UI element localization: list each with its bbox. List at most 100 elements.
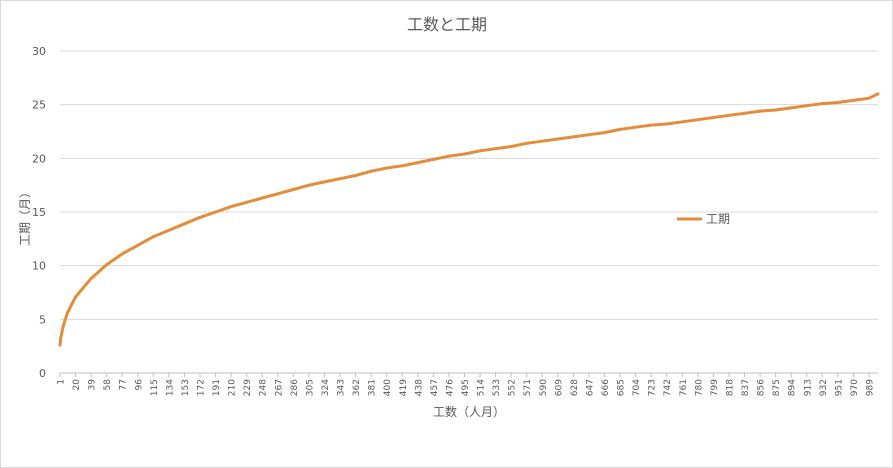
data-point <box>214 210 218 214</box>
x-tick-label: 932 <box>819 379 829 396</box>
x-tick-label: 571 <box>523 379 533 396</box>
data-point <box>369 169 373 173</box>
y-tick-label: 10 <box>32 260 46 273</box>
data-point <box>571 135 575 139</box>
legend-label: 工期 <box>706 212 730 226</box>
x-tick-label: 799 <box>710 379 720 396</box>
x-tick-label: 381 <box>368 379 378 396</box>
data-point <box>696 118 700 122</box>
y-tick-label: 5 <box>39 313 46 326</box>
series-line <box>58 92 880 347</box>
x-axis-label: 工数（人月） <box>433 404 505 419</box>
x-tick-label: 248 <box>259 379 269 396</box>
data-point <box>198 215 202 219</box>
x-tick-label: 685 <box>617 379 627 396</box>
data-point <box>431 157 435 161</box>
data-point <box>805 104 809 108</box>
data-point <box>711 116 715 120</box>
data-point <box>758 109 762 113</box>
x-tick-label: 39 <box>88 379 98 391</box>
data-point <box>727 113 731 117</box>
x-tick-label: 210 <box>228 379 238 396</box>
data-point <box>354 174 358 178</box>
y-axis-ticks: 0 5 10 15 20 25 30 <box>32 45 46 380</box>
data-point <box>649 123 653 127</box>
y-tick-label: 30 <box>32 45 46 58</box>
data-point <box>774 108 778 112</box>
x-tick-label: 20 <box>72 379 82 391</box>
data-point <box>58 343 62 347</box>
y-axis-label: 工期（月） <box>18 186 32 246</box>
x-tick-label: 324 <box>321 379 331 396</box>
data-point <box>494 147 498 151</box>
x-axis-ticks: 1 20 39 58 77 96 115 134 153 172 191 210 229 248 267 28… <box>57 373 875 396</box>
x-tick-label: 172 <box>197 379 207 396</box>
data-point <box>603 131 607 135</box>
data-point <box>338 177 342 181</box>
chart-title: 工数と工期 <box>407 15 487 34</box>
data-point <box>151 235 155 239</box>
y-tick-label: 0 <box>39 367 46 380</box>
x-tick-label: 96 <box>134 379 144 391</box>
x-tick-label: 552 <box>508 379 518 396</box>
x-tick-label: 267 <box>274 379 284 396</box>
data-point <box>587 133 591 137</box>
data-point <box>400 164 404 168</box>
data-point <box>322 180 326 184</box>
data-point <box>525 141 529 145</box>
x-tick-label: 191 <box>212 379 222 396</box>
y-tick-label: 25 <box>32 99 46 112</box>
x-tick-label: 609 <box>554 379 564 396</box>
data-point <box>634 125 638 129</box>
x-tick-label: 913 <box>803 379 813 396</box>
data-point <box>416 161 420 165</box>
data-point <box>820 102 824 106</box>
x-tick-label: 1 <box>57 379 67 385</box>
x-tick-label: 780 <box>694 379 704 396</box>
x-tick-label: 723 <box>648 379 658 396</box>
gridlines <box>60 50 878 374</box>
x-tick-label: 514 <box>477 379 487 396</box>
x-tick-label: 970 <box>850 379 860 396</box>
data-point <box>876 92 880 96</box>
x-tick-label: 134 <box>165 379 175 396</box>
x-tick-label: 115 <box>150 379 160 396</box>
data-point <box>74 295 78 299</box>
x-tick-label: 58 <box>103 379 113 391</box>
x-tick-label: 590 <box>539 379 549 396</box>
x-tick-label: 153 <box>181 379 191 396</box>
data-point <box>276 192 280 196</box>
x-tick-label: 495 <box>461 379 471 396</box>
data-point <box>245 200 249 204</box>
x-tick-label: 457 <box>430 379 440 396</box>
data-point <box>680 120 684 124</box>
legend: 工期 <box>677 212 730 226</box>
data-point <box>743 111 747 115</box>
x-tick-label: 438 <box>414 379 424 396</box>
data-point <box>61 324 65 328</box>
x-tick-label: 628 <box>570 379 580 396</box>
x-tick-label: 286 <box>290 379 300 396</box>
x-tick-label: 818 <box>725 379 735 396</box>
x-tick-label: 856 <box>757 379 767 396</box>
data-point <box>509 145 513 149</box>
x-tick-label: 362 <box>352 379 362 396</box>
data-point <box>167 228 171 232</box>
x-tick-label: 343 <box>337 379 347 396</box>
data-point <box>136 243 140 247</box>
data-point <box>291 187 295 191</box>
x-tick-label: 400 <box>383 379 393 396</box>
data-point <box>836 101 840 105</box>
data-point <box>540 139 544 143</box>
x-tick-label: 894 <box>788 379 798 396</box>
x-tick-label: 419 <box>399 379 409 396</box>
data-point <box>307 183 311 187</box>
data-point <box>385 166 389 170</box>
x-tick-label: 951 <box>834 379 844 396</box>
x-tick-label: 666 <box>601 379 611 396</box>
data-point <box>182 222 186 226</box>
data-point <box>229 205 233 209</box>
data-point <box>65 311 69 315</box>
